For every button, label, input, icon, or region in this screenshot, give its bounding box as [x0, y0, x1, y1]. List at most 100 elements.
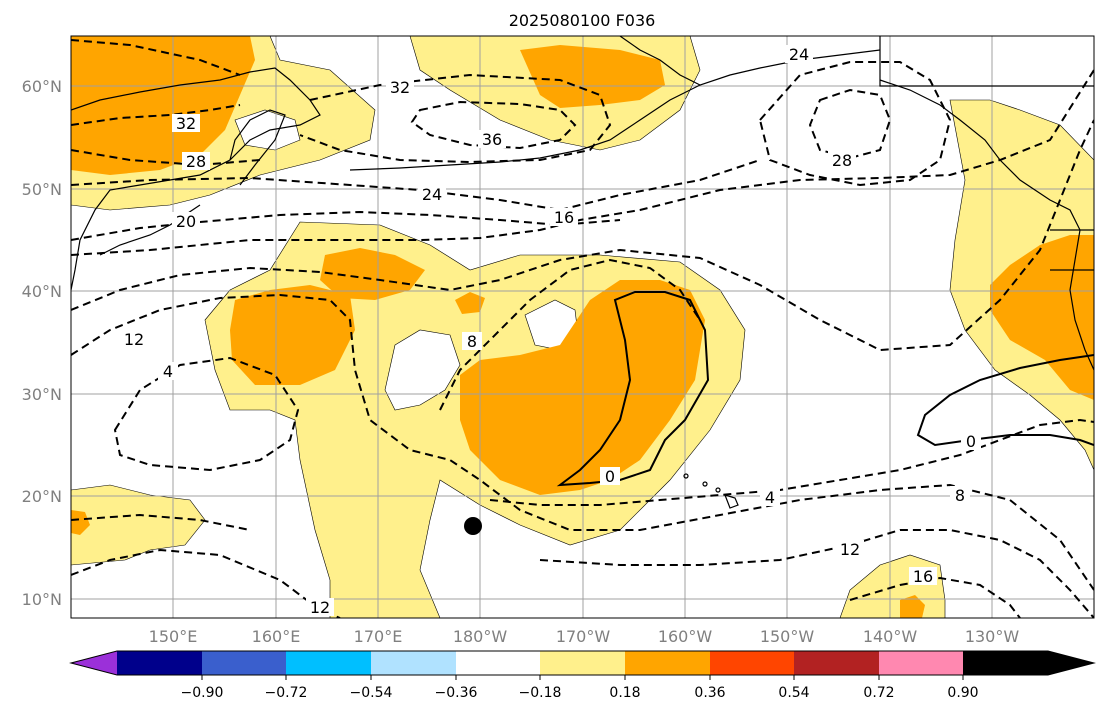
- contour-8-north: [439, 258, 701, 411]
- contour-label-28b: 28: [832, 151, 852, 170]
- lon-label-140w: 140°W: [863, 627, 918, 646]
- lon-label-170w: 170°W: [556, 627, 611, 646]
- contour-32-nw: [71, 104, 241, 126]
- lon-labels: 150°E 160°E 170°E 180°W 170°W 160°W 150°…: [149, 627, 1020, 646]
- contour-12-south: [71, 548, 341, 618]
- lat-label-60n: 60°N: [22, 77, 62, 96]
- contour-label-0a: 0: [605, 467, 615, 486]
- colorbar-label-7: 0.36: [694, 685, 725, 701]
- lon-label-170e: 170°E: [354, 627, 403, 646]
- contour-16-south2: [849, 576, 1021, 618]
- contour-32-bering: [299, 73, 612, 164]
- contour-label-12b: 12: [840, 540, 860, 559]
- lon-label-160e: 160°E: [252, 627, 301, 646]
- lon-label-150e: 150°E: [149, 627, 198, 646]
- contour-4-south: [489, 418, 1094, 506]
- shade-med-small-b: [900, 595, 925, 618]
- colorbar-label-9: 0.72: [863, 685, 894, 701]
- colorbar-label-4: −0.36: [435, 685, 478, 701]
- colorbar-label-8: 0.54: [778, 685, 809, 701]
- lon-label-160w: 160°W: [658, 627, 713, 646]
- contour-32-nw2: [71, 39, 241, 76]
- hawaii-islands: [683, 473, 739, 509]
- shade-med-nw: [71, 36, 255, 175]
- contour-label-8b: 8: [955, 486, 965, 505]
- contour-20: [71, 210, 621, 241]
- contour-labels: 32 32 36 28 24 20 16 24 28 12 4 8 0 0 4 …: [120, 45, 981, 617]
- colorbar-label-5: −0.18: [519, 685, 562, 701]
- contours-dashed: [71, 39, 1094, 618]
- shade-med-small-c: [71, 510, 90, 535]
- coast-alaska-west: [579, 49, 881, 151]
- contour-24b: [559, 159, 761, 211]
- lat-label-50n: 50°N: [22, 180, 62, 199]
- colorbar-segment-7: [625, 651, 711, 675]
- contour-28-nw: [71, 149, 261, 167]
- contour-label-28a: 28: [186, 152, 206, 171]
- colorbar-ticks: [201, 675, 964, 680]
- contour-label-16a: 16: [554, 208, 574, 227]
- coast-us-west: [1069, 229, 1094, 371]
- colorbar-segment-9: [794, 651, 880, 675]
- colorbar-extend-low: [71, 651, 117, 675]
- lat-label-10n: 10°N: [22, 590, 62, 609]
- contour-12-north: [71, 119, 1094, 352]
- contour-16: [71, 69, 1094, 256]
- contour-label-4b: 4: [765, 488, 775, 507]
- colorbar-segment-6: [540, 651, 626, 675]
- coast-alaska-north: [619, 36, 701, 86]
- colorbar-label-6: 0.18: [609, 685, 640, 701]
- shade-med-small-a: [455, 292, 485, 314]
- coastlines: [71, 36, 1094, 371]
- contour-label-4a: 4: [163, 362, 173, 381]
- colorbar-segment-8: [710, 651, 796, 675]
- coast-alaska-south: [879, 79, 1081, 231]
- lat-labels: 60°N 50°N 40°N 30°N 20°N 10°N: [22, 77, 62, 609]
- colorbar-label-2: −0.72: [265, 685, 308, 701]
- contour-0-central: [556, 291, 710, 487]
- contour-label-24b: 24: [789, 45, 809, 64]
- colorbar-segment-5: [456, 651, 542, 675]
- colorbar-segment-10: [879, 651, 965, 675]
- map-frame: [70, 35, 1095, 619]
- shade-med-west: [230, 285, 355, 385]
- contour-label-12c: 12: [310, 598, 330, 617]
- contour-36: [410, 100, 577, 150]
- lat-label-30n: 30°N: [22, 385, 62, 404]
- contour-label-20: 20: [176, 212, 196, 231]
- colorbar-segment-1: [117, 651, 203, 675]
- contour-label-24a: 24: [422, 185, 442, 204]
- contour-28-east: [808, 88, 892, 160]
- colorbar-extend-high: [963, 651, 1094, 675]
- storm-position-marker: [464, 517, 482, 535]
- contour-label-8a: 8: [467, 332, 477, 351]
- colorbar: −0.90 −0.72 −0.54 −0.36 −0.18 0.18 0.36 …: [69, 650, 1096, 701]
- contour-8: [71, 293, 1094, 591]
- map-area: 32 32 36 28 24 20 16 24 28 12 4 8 0 0 4 …: [71, 36, 1094, 618]
- lon-label-130w: 130°W: [965, 627, 1020, 646]
- colorbar-label-1: −0.90: [181, 685, 224, 701]
- lon-label-180w: 180°W: [453, 627, 508, 646]
- contour-label-32b: 32: [176, 114, 196, 133]
- lat-label-20n: 20°N: [22, 487, 62, 506]
- shade-med-bering: [520, 45, 665, 108]
- lon-label-150w: 150°W: [760, 627, 815, 646]
- map-title: 2025080100 F036: [509, 11, 656, 30]
- contour-label-32a: 32: [390, 78, 410, 97]
- colorbar-segment-2: [202, 651, 288, 675]
- contour-12-south2: [539, 529, 1094, 618]
- contour-24: [71, 176, 561, 211]
- contour-24-east: [758, 61, 952, 187]
- colorbar-segment-3: [286, 651, 372, 675]
- coast-asia: [71, 67, 321, 291]
- contour-0-east: [916, 354, 1094, 447]
- contour-label-16b: 16: [913, 567, 933, 586]
- contour-4-west: [113, 356, 300, 472]
- shade-light-west-small: [71, 484, 206, 566]
- border-canada: [879, 36, 1094, 87]
- shade-med-west-upper: [320, 248, 425, 300]
- contours-solid: [556, 291, 1094, 487]
- colorbar-segment-4: [371, 651, 457, 675]
- colorbar-label-10: 0.90: [947, 685, 978, 701]
- contour-label-36: 36: [482, 130, 502, 149]
